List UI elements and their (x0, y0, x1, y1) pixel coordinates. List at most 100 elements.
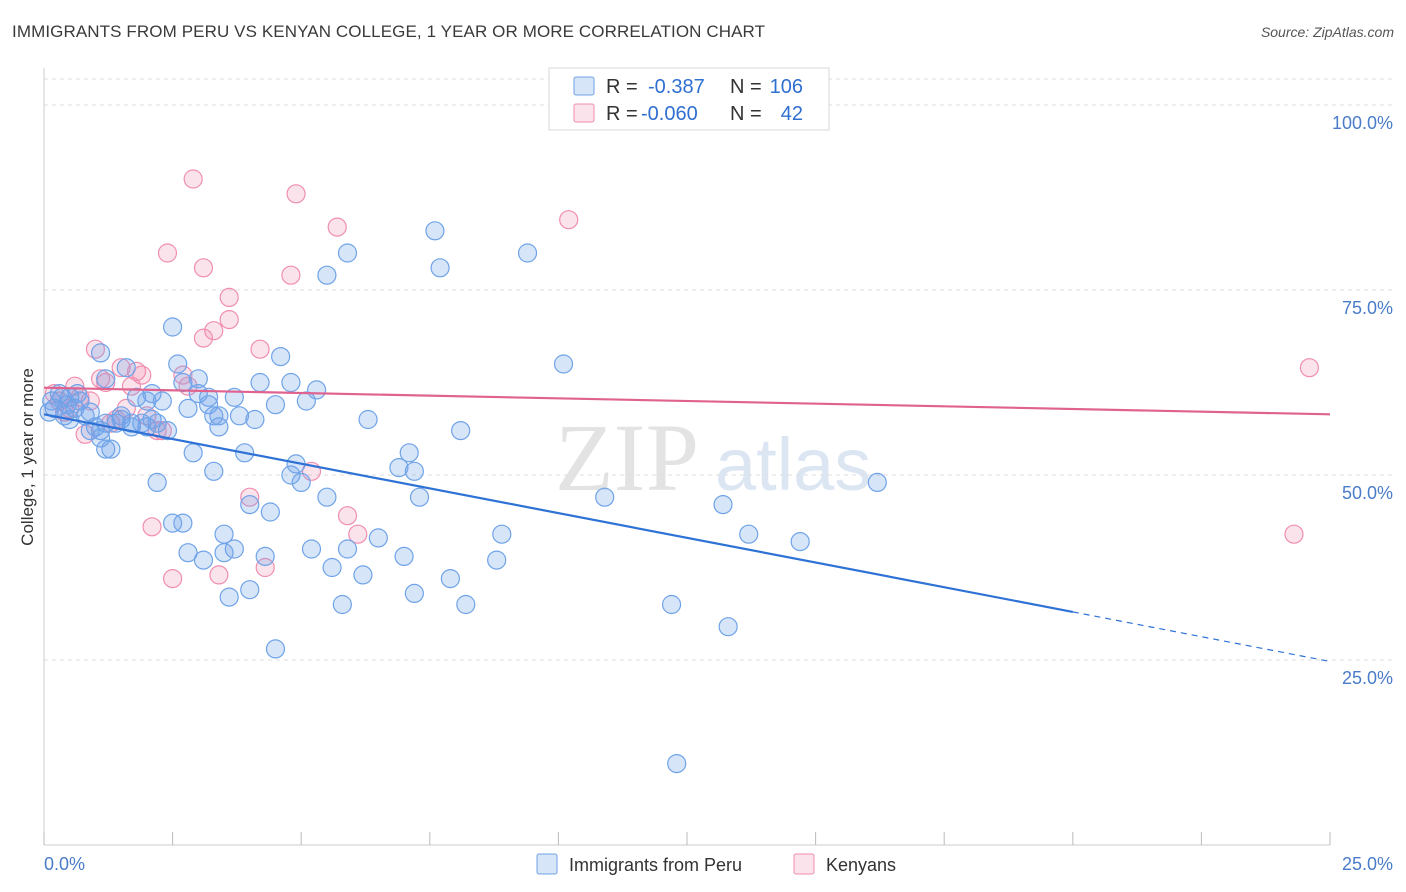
peru-point (739, 524, 759, 544)
trend-lines (43, 386, 1331, 663)
legend-r-value-peru: -0.387 (648, 76, 705, 98)
series-kenyans-points (44, 169, 1320, 589)
peru-point (307, 380, 327, 400)
peru-point (430, 258, 450, 278)
peru-point (157, 421, 178, 441)
kenyans-point (142, 517, 162, 537)
legend-r-label-peru: R = (606, 76, 638, 98)
legend-swatch-peru (573, 76, 595, 96)
watermark-atlas: atlas (715, 423, 871, 506)
peru-point (353, 565, 373, 585)
peru-trend-line (43, 413, 1074, 613)
peru-point (178, 543, 198, 563)
kenyans-point (281, 265, 301, 285)
watermark-zip: ZIP (555, 404, 699, 511)
peru-point (199, 387, 219, 407)
peru-point (440, 568, 460, 589)
peru-point (456, 594, 476, 615)
kenyans-point (163, 568, 183, 589)
peru-point (255, 546, 275, 567)
bottom-legend-swatch-peru (536, 853, 558, 875)
peru-point (168, 354, 188, 374)
peru-point (265, 639, 286, 659)
y-tick-label: 25.0% (1342, 668, 1393, 688)
legend-swatch-kenyans (573, 103, 595, 123)
peru-point (173, 513, 193, 533)
peru-point (142, 409, 162, 430)
peru-point (240, 580, 260, 600)
peru-point (193, 550, 214, 570)
legend-n-value-kenyans: 42 (781, 103, 803, 125)
peru-trend-line-extension (1072, 611, 1331, 663)
kenyans-point (337, 506, 358, 526)
y-tick-label: 75.0% (1342, 298, 1393, 318)
peru-point (90, 343, 111, 363)
peru-point (250, 372, 270, 393)
peru-point (209, 406, 229, 426)
kenyans-point (173, 365, 193, 385)
peru-point (368, 528, 388, 548)
y-tick-label: 100.0% (1332, 113, 1393, 133)
source-label: Source: ZipAtlas.com (1260, 24, 1394, 40)
legend-box (548, 67, 830, 131)
peru-point (116, 358, 136, 378)
peru-point (281, 372, 301, 393)
kenyans-point (286, 184, 306, 204)
kenyans-point (209, 565, 229, 585)
peru-point (317, 487, 337, 507)
peru-point (394, 546, 414, 567)
kenyans-point (204, 321, 224, 341)
kenyans-point (348, 524, 368, 544)
peru-point (790, 531, 810, 552)
peru-point (281, 465, 301, 485)
kenyans-point (132, 365, 152, 385)
peru-point (337, 243, 358, 263)
peru-point (425, 221, 445, 241)
peru-point (260, 502, 280, 522)
peru-point (96, 439, 116, 459)
peru-point (451, 421, 471, 441)
x-tick-label-max: 25.0% (1342, 854, 1393, 874)
kenyans-trend-line (43, 386, 1331, 416)
peru-point (80, 402, 100, 422)
peru-point (245, 409, 265, 430)
kenyans-point (183, 169, 203, 189)
peru-point (42, 391, 62, 411)
peru-point (332, 594, 352, 615)
peru-point (409, 487, 430, 507)
peru-point (188, 369, 208, 389)
peru-point (147, 413, 167, 433)
y-axis-label: College, 1 year or more (18, 368, 37, 546)
peru-point (163, 317, 183, 337)
peru-point (713, 495, 733, 515)
peru-point (204, 406, 224, 426)
peru-point (152, 391, 172, 411)
x-tick-marks (43, 832, 1331, 845)
peru-point (96, 369, 116, 389)
peru-point (404, 583, 424, 604)
kenyans-point (111, 358, 131, 378)
peru-point (147, 472, 167, 492)
kenyans-point (559, 210, 579, 230)
peru-point (487, 550, 507, 570)
kenyans-point (65, 376, 85, 396)
peru-point (399, 443, 419, 463)
bottom-legend-label-kenyans: Kenyans (826, 855, 896, 875)
kenyans-point (240, 487, 260, 507)
kenyans-point (193, 328, 214, 348)
peru-point (183, 443, 203, 463)
peru-point (219, 587, 239, 607)
peru-point (517, 243, 538, 263)
kenyans-point (255, 557, 275, 578)
bottom-legend-swatch-kenyans (793, 853, 815, 875)
y-tick-label: 50.0% (1342, 483, 1393, 503)
y-tick-labels: 25.0% 50.0% 75.0% 100.0% (1332, 113, 1393, 688)
legend-r-value-kenyans: -0.060 (641, 103, 698, 125)
x-tick-label-min: 0.0% (44, 854, 85, 874)
peru-point (667, 753, 687, 774)
peru-point (265, 395, 286, 415)
kenyans-point (219, 287, 239, 307)
peru-point (661, 594, 682, 615)
legend-n-label-peru: N = (730, 76, 762, 98)
legend: R = -0.387 N = 106 R = -0.060 N = 42 (548, 67, 830, 131)
